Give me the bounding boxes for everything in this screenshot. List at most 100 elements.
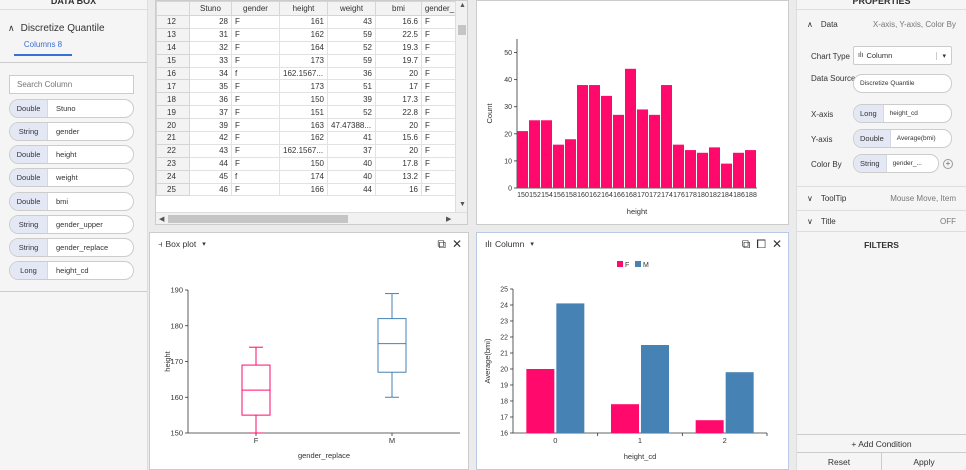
table-row[interactable]: 20 39 F 163 47.47388... 20 F (156, 118, 458, 133)
table-row[interactable]: 19 37 F 151 52 22.8 F (156, 105, 458, 120)
scroll-right-icon[interactable]: ▶ (446, 216, 452, 223)
scroll-left-icon[interactable]: ◀ (159, 216, 165, 223)
x-axis-type: Long (854, 105, 884, 122)
x-axis-field[interactable]: Long height_cd (853, 104, 952, 123)
chevron-down-icon[interactable]: ∨ (807, 217, 813, 226)
histogram-bar (565, 139, 576, 188)
table-cell: 35 (189, 79, 232, 94)
scroll-up-icon[interactable]: ▲ (459, 2, 466, 9)
copy-icon[interactable]: ⧠ (756, 237, 766, 251)
add-icon[interactable]: + (943, 159, 953, 169)
data-section-header[interactable]: ∧ Data X-axis, Y-axis, Color By (797, 20, 966, 29)
column-name: bmi (56, 197, 69, 206)
column-header[interactable]: weight (327, 1, 376, 16)
table-row[interactable]: 16 34 f 162.1567... 36 20 F (156, 66, 458, 81)
table-row[interactable]: 24 45 f 174 40 13.2 F (156, 169, 458, 184)
column-header[interactable]: Stuno (189, 1, 232, 16)
column-item[interactable]: String gender_upper (9, 215, 134, 234)
reset-button[interactable]: Reset (797, 452, 882, 470)
x-tick-label: 176 (673, 192, 685, 199)
filters-title: FILTERS (864, 240, 899, 250)
table-row[interactable]: 15 33 F 173 59 19.7 F (156, 53, 458, 68)
column-bar (695, 420, 724, 433)
table-row[interactable]: 17 35 F 173 51 17 F (156, 79, 458, 94)
column-header[interactable]: bmi (375, 1, 422, 16)
column-item[interactable]: Double Stuno (9, 99, 134, 118)
y-tick-label: 50 (504, 50, 512, 57)
x-tick-label: 150 (517, 192, 529, 199)
y-axis-field[interactable]: Double Average(bmi) (853, 129, 952, 148)
maximize-icon[interactable]: ⧉ (741, 237, 751, 251)
chevron-up-icon[interactable]: ∧ (8, 22, 15, 33)
table-cell: 59 (327, 27, 376, 42)
title-section-header[interactable]: ∨ Title OFF (797, 217, 966, 226)
close-icon[interactable]: ✕ (771, 237, 782, 251)
histogram-panel[interactable]: 0 10 20 30 40 50 150 152 154 156 158 160 162 164 166 16… (476, 0, 789, 225)
column-bar (556, 303, 585, 433)
column-header[interactable]: gender_ (421, 1, 458, 16)
apply-button[interactable]: Apply (913, 456, 935, 467)
data-source-label: Data Source (811, 74, 856, 83)
table-cell: 19.7 (375, 53, 422, 68)
column-item[interactable]: String gender_replace (9, 238, 134, 257)
table-cell: 17.3 (375, 92, 422, 107)
column-item[interactable]: Double height (9, 145, 134, 164)
x-axis-title: height_cd (624, 452, 657, 461)
table-row[interactable]: 23 44 F 150 40 17.8 F (156, 156, 458, 171)
x-tick-label: 188 (745, 192, 757, 199)
y-tick-label: 17 (500, 415, 508, 422)
chevron-down-icon[interactable]: ▾ (202, 241, 206, 248)
x-axis-title: gender_replace (298, 451, 350, 460)
x-tick-label: 164 (601, 192, 613, 199)
histogram-bar (649, 114, 660, 188)
column-header[interactable]: gender (231, 1, 280, 16)
column-chart-panel[interactable]: ılı Column ▾ ⧉ ⧠ ✕ F M 16 17 18 19 20 21 22 23 24 2… (476, 232, 789, 470)
close-icon[interactable]: ✕ (451, 237, 462, 251)
histogram-bar (685, 150, 696, 188)
table-row[interactable]: 12 28 F 161 43 16.6 F (156, 15, 458, 29)
table-cell: F (421, 53, 458, 68)
horizontal-scrollbar[interactable]: ◀ ▶ (156, 212, 467, 224)
table-cell: 51 (327, 79, 376, 94)
scrollbar-thumb[interactable] (458, 25, 466, 35)
divider (797, 231, 966, 232)
histogram-bar (589, 85, 600, 188)
chart-type-select[interactable]: ılı Column ▾ (853, 46, 952, 65)
chevron-down-icon[interactable]: ▾ (530, 241, 534, 248)
column-header[interactable]: height (279, 1, 328, 16)
data-source-field[interactable]: Discretize Quantile (853, 74, 952, 93)
dataset-section[interactable]: ∧ Discretize Quantile (0, 18, 147, 38)
column-item[interactable]: Double weight (9, 168, 134, 187)
table-cell: 164 (279, 40, 328, 55)
table-cell: 166 (279, 182, 328, 197)
table-row[interactable]: 13 31 F 162 59 22.5 F (156, 27, 458, 42)
search-column-input[interactable] (9, 75, 134, 94)
chevron-down-icon[interactable]: ∨ (807, 194, 813, 203)
column-item[interactable]: Long height_cd (9, 261, 134, 280)
tab-columns[interactable]: Columns 8 (14, 38, 72, 56)
column-name: gender_replace (56, 243, 109, 252)
chevron-up-icon[interactable]: ∧ (807, 20, 813, 29)
column-item[interactable]: Double bmi (9, 192, 134, 211)
chevron-down-icon[interactable]: ▾ (936, 51, 951, 60)
table-cell: 150 (279, 156, 328, 171)
vertical-scrollbar[interactable]: ▲ ▼ (455, 1, 467, 213)
row-number: 23 (156, 156, 190, 171)
scrollbar-thumb[interactable] (168, 215, 348, 223)
table-row[interactable]: 21 42 F 162 41 15.6 F (156, 131, 458, 145)
table-row[interactable]: 14 32 F 164 52 19.3 F (156, 40, 458, 55)
table-row[interactable]: 22 43 F 162.1567... 37 20 F (156, 143, 458, 158)
tooltip-section-header[interactable]: ∨ ToolTip Mouse Move, Item (797, 194, 966, 203)
scroll-down-icon[interactable]: ▼ (459, 201, 466, 208)
x-tick-label: 170 (637, 192, 649, 199)
color-by-field[interactable]: String gender_... (853, 154, 939, 173)
table-cell: 40 (327, 169, 376, 184)
add-condition-button[interactable]: + Add Condition (797, 434, 966, 452)
table-cell: 42 (189, 131, 232, 145)
table-row[interactable]: 18 36 F 150 39 17.3 F (156, 92, 458, 107)
maximize-icon[interactable]: ⧉ (437, 237, 446, 251)
column-item[interactable]: String gender (9, 122, 134, 141)
table-row[interactable]: 25 46 F 166 44 16 F (156, 182, 458, 197)
x-tick-label: 172 (649, 192, 661, 199)
